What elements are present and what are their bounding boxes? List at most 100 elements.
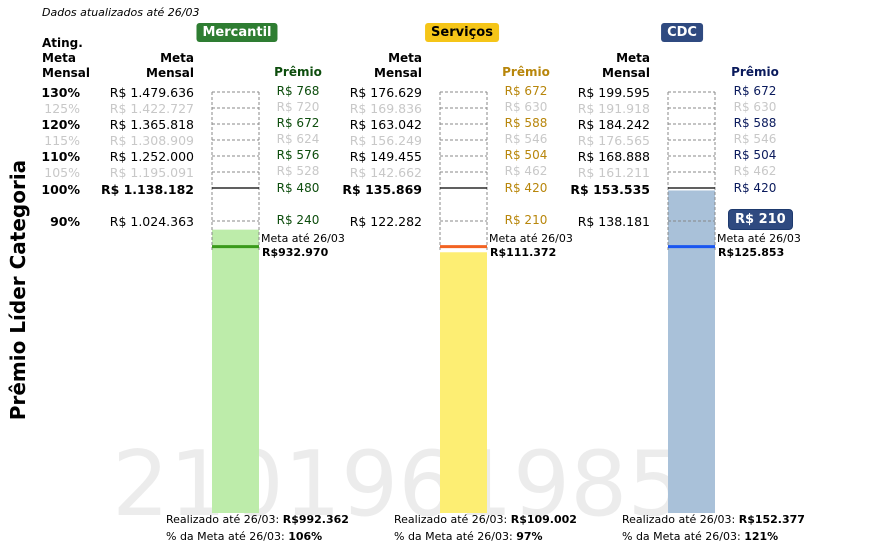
meta-mensal-value: R$ 1.252.000 [109, 149, 194, 164]
premio-value: R$ 630 [504, 100, 548, 114]
meta-mensal-value: R$ 176.565 [577, 133, 650, 148]
realizado-value: R$992.362 [282, 513, 349, 526]
premio-value: R$ 546 [733, 132, 777, 146]
meta-mensal-value: R$ 1.422.727 [109, 101, 194, 116]
meta-mensal-header-line: Mensal [374, 66, 422, 80]
premio-value: R$ 462 [733, 164, 777, 178]
premio-value: R$ 720 [276, 100, 320, 114]
premio-value: R$ 546 [504, 132, 548, 146]
meta-mensal-value: R$ 184.242 [577, 117, 650, 132]
meta-mensal-value: R$ 161.211 [577, 165, 650, 180]
premio-value: R$ 480 [276, 181, 320, 195]
realizado-label: Realizado até 26/03: [622, 513, 739, 526]
meta-mensal-header-line: Meta [160, 51, 194, 65]
realizado-text: Realizado até 26/03: R$109.002 [394, 511, 577, 528]
meta-mensal-value: R$ 1.308.909 [109, 133, 194, 148]
category-badge: Serviços [425, 23, 499, 42]
premio-atual-badge: R$ 210 [728, 209, 793, 230]
meta-ate-value: R$111.372 [490, 245, 557, 259]
pct-meta-text: % da Meta até 26/03: 121% [622, 528, 778, 545]
meta-mensal-value: R$ 122.282 [349, 214, 422, 229]
pct-meta-label: % da Meta até 26/03: [166, 530, 289, 543]
premio-value: R$ 672 [276, 116, 320, 130]
category-badge: CDC [661, 23, 703, 42]
meta-mensal-value: R$ 169.836 [349, 101, 422, 116]
pct-meta-label: % da Meta até 26/03: [622, 530, 745, 543]
premio-value: R$ 588 [504, 116, 548, 130]
realizado-bar [212, 229, 259, 514]
premio-value: R$ 462 [504, 164, 548, 178]
premio-header: Prêmio [502, 65, 550, 79]
meta-ate-value: R$932.970 [262, 245, 329, 259]
premio-value: R$ 504 [733, 148, 777, 162]
meta-mensal-value: R$ 176.629 [349, 85, 422, 100]
meta-mensal-header-line: Meta [616, 51, 650, 65]
updated-note: Dados atualizados até 26/03 [42, 6, 200, 19]
premio-value: R$ 420 [733, 181, 777, 195]
meta-mensal-value: R$ 199.595 [577, 85, 650, 100]
realizado-text: Realizado até 26/03: R$992.362 [166, 511, 349, 528]
premio-value: R$ 528 [276, 164, 320, 178]
realizado-value: R$152.377 [738, 513, 805, 526]
realizado-value: R$109.002 [510, 513, 577, 526]
tier-label: 100% [41, 182, 80, 197]
pct-meta-value: 106% [288, 530, 323, 543]
meta-mensal-value: R$ 138.181 [577, 214, 650, 229]
meta-mensal-value: R$ 153.535 [570, 182, 650, 197]
meta-mensal-header-line: Mensal [602, 66, 650, 80]
meta-ate-label: Meta até 26/03 [261, 231, 345, 245]
pct-meta-text: % da Meta até 26/03: 97% [394, 528, 543, 545]
tier-label: 115% [44, 133, 80, 148]
pct-meta-label: % da Meta até 26/03: [394, 530, 517, 543]
premio-value: R$ 624 [276, 132, 320, 146]
premio-header: Prêmio [731, 65, 779, 79]
watermark: 2101961985 [112, 432, 685, 537]
premio-value: R$ 504 [504, 148, 548, 162]
meta-mensal-value: R$ 1.195.091 [109, 165, 194, 180]
meta-mensal-header-line: Mensal [146, 66, 194, 80]
realizado-bar [440, 252, 487, 514]
tier-label: 125% [44, 101, 80, 116]
meta-mensal-header-line: Meta [388, 51, 422, 65]
premio-value: R$ 420 [504, 181, 548, 195]
meta-mensal-value: R$ 156.249 [349, 133, 422, 148]
meta-mensal-value: R$ 168.888 [577, 149, 650, 164]
meta-mensal-value: R$ 142.662 [349, 165, 422, 180]
pct-meta-text: % da Meta até 26/03: 106% [166, 528, 322, 545]
premio-value: R$ 210 [504, 213, 548, 227]
meta-mensal-value: R$ 191.918 [577, 101, 650, 116]
premio-value: R$ 672 [504, 84, 548, 98]
premio-header: Prêmio [274, 65, 322, 79]
meta-mensal-value: R$ 135.869 [342, 182, 422, 197]
meta-mensal-header: Meta Mensal [374, 51, 422, 81]
meta-mensal-header: Meta Mensal [146, 51, 194, 81]
meta-ate-label: Meta até 26/03 [717, 231, 801, 245]
meta-mensal-header: Meta Mensal [602, 51, 650, 81]
premio-value: R$ 240 [276, 213, 320, 227]
meta-ate-value: R$125.853 [718, 245, 785, 259]
tier-label: 105% [44, 165, 80, 180]
realizado-bar [668, 190, 715, 513]
meta-mensal-value: R$ 1.024.363 [109, 214, 194, 229]
pct-meta-value: 97% [516, 530, 543, 543]
meta-mensal-value: R$ 1.365.818 [109, 117, 194, 132]
category-badge: Mercantil [196, 23, 278, 42]
premio-value: R$ 588 [733, 116, 777, 130]
realizado-label: Realizado até 26/03: [166, 513, 283, 526]
premio-value: R$ 672 [733, 84, 777, 98]
tier-label: 90% [50, 214, 80, 229]
ating-header: Ating. Meta Mensal [42, 36, 90, 80]
meta-ate-label: Meta até 26/03 [489, 231, 573, 245]
meta-mensal-value: R$ 1.479.636 [109, 85, 194, 100]
realizado-label: Realizado até 26/03: [394, 513, 511, 526]
tier-label: 120% [41, 117, 80, 132]
premio-value: R$ 768 [276, 84, 320, 98]
tier-label: 110% [41, 149, 80, 164]
meta-mensal-value: R$ 149.455 [349, 149, 422, 164]
tier-label: 130% [41, 85, 80, 100]
meta-mensal-value: R$ 163.042 [349, 117, 422, 132]
pct-meta-value: 121% [744, 530, 779, 543]
premio-value: R$ 630 [733, 100, 777, 114]
premio-value: R$ 576 [276, 148, 320, 162]
